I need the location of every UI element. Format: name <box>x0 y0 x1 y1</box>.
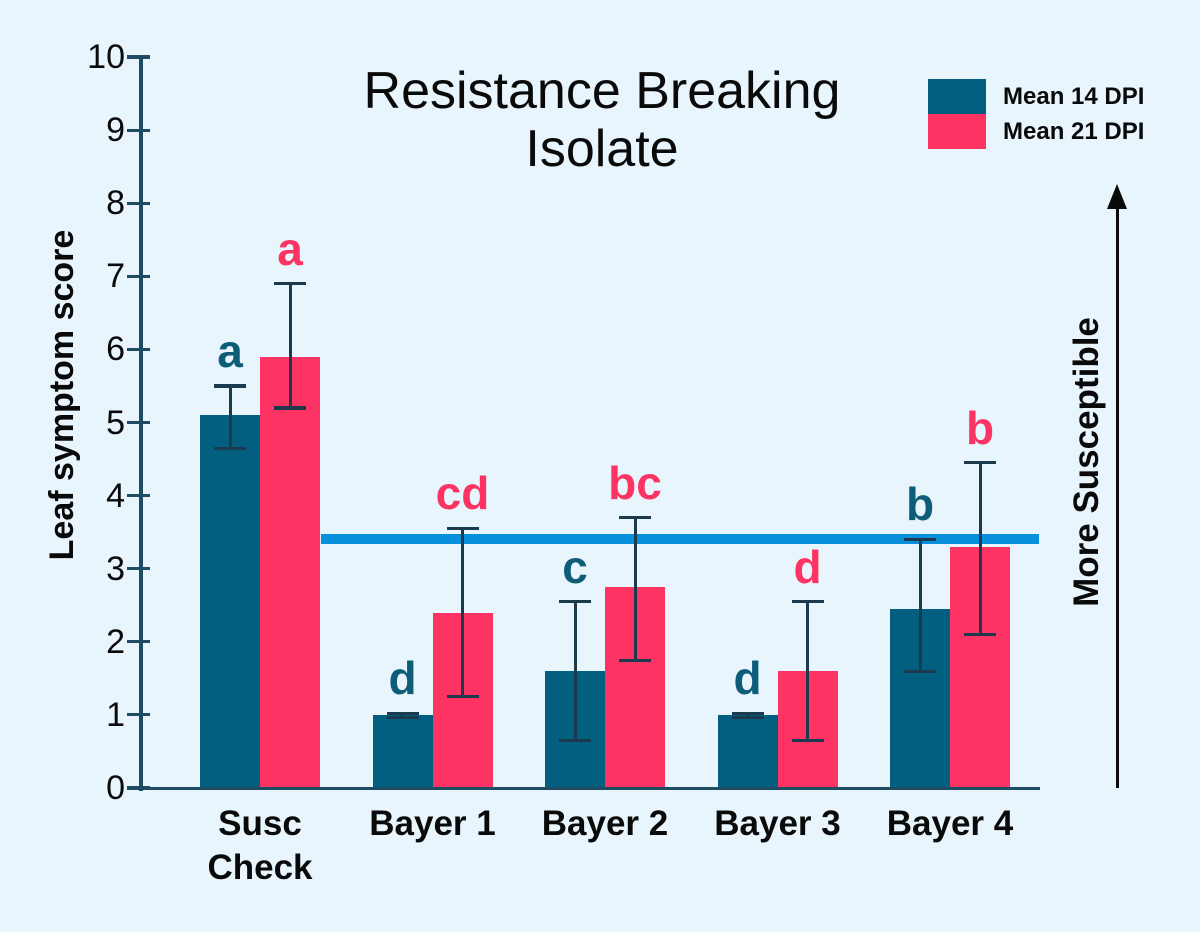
error-bar-line <box>401 713 404 718</box>
error-bar-cap-bottom <box>446 695 479 699</box>
title-line-2: Isolate <box>525 120 679 178</box>
bar-mean-14-dpi-bayer-3 <box>717 714 778 788</box>
y-tick <box>127 420 150 425</box>
significance-letter: d <box>733 652 762 705</box>
bar-mean-21-dpi-susc-check <box>260 356 320 788</box>
legend-row-mean-21-dpi: Mean 21 DPI <box>928 114 1144 149</box>
error-bar-cap-bottom <box>619 658 651 662</box>
error-bar-cap-top <box>446 526 479 531</box>
legend-swatch-mean-14-dpi-icon <box>928 79 986 114</box>
error-bar-cap-bottom <box>904 669 936 673</box>
significance-letter: a <box>217 324 243 377</box>
significance-letter: d <box>793 540 822 593</box>
significance-letter: d <box>388 652 417 705</box>
error-bar-cap-top <box>619 516 651 520</box>
significance-letter: a <box>277 222 303 275</box>
y-tick-label: 6 <box>106 330 125 369</box>
error-bar-cap-top <box>559 600 591 604</box>
bar-mean-14-dpi-susc-check <box>200 415 260 788</box>
title-line-1: Resistance Breaking <box>363 62 841 120</box>
legend-label-mean-21-dpi: Mean 21 DPI <box>1003 117 1145 145</box>
error-bar-cap-bottom <box>559 738 591 743</box>
significance-letter: bc <box>608 456 662 509</box>
y-tick-label: 0 <box>106 769 125 807</box>
y-tick <box>127 274 150 278</box>
y-tick-label: 2 <box>106 622 125 661</box>
x-axis-line <box>139 786 1040 790</box>
y-tick <box>127 201 150 205</box>
legend-swatch-mean-21-dpi-icon <box>928 114 986 149</box>
error-bar-line <box>573 601 577 741</box>
error-bar-line <box>746 713 749 718</box>
x-category-label: Bayer 1 <box>369 804 496 843</box>
error-bar-cap-top <box>964 461 996 465</box>
significance-letter: b <box>905 478 935 531</box>
y-tick <box>127 347 150 351</box>
error-bar-cap-top <box>386 711 419 716</box>
y-tick-label: 5 <box>106 403 125 442</box>
error-bar-cap-bottom <box>274 406 306 410</box>
y-tick-label: 3 <box>106 549 125 588</box>
reference-line <box>321 534 1039 545</box>
error-bar-cap-bottom <box>214 446 246 450</box>
y-tick <box>127 128 150 132</box>
y-tick <box>127 713 150 717</box>
up-arrow-head-icon <box>1107 184 1127 209</box>
y-tick-label: 10 <box>87 38 125 76</box>
up-arrow-shaft <box>1116 206 1119 788</box>
x-category-label: Bayer 4 <box>886 804 1014 843</box>
error-bar-line <box>288 283 292 408</box>
y-tick <box>127 786 150 790</box>
significance-letter: b <box>965 401 995 454</box>
error-bar-cap-bottom <box>731 715 764 719</box>
error-bar-line <box>806 601 809 741</box>
error-bar-line <box>918 539 922 672</box>
error-bar-cap-top <box>731 711 764 716</box>
error-bar-cap-top <box>274 282 306 286</box>
error-bar-cap-top <box>904 537 936 542</box>
x-category-label: Susc Check <box>207 804 313 887</box>
error-bar-cap-bottom <box>791 738 824 743</box>
error-bar-line <box>228 385 232 449</box>
y-tick <box>127 494 150 498</box>
y-tick-label: 9 <box>106 111 125 150</box>
y-tick <box>127 640 150 644</box>
x-category-label: Bayer 3 <box>714 804 841 843</box>
error-bar-cap-top <box>791 600 824 604</box>
y-tick-label: 1 <box>106 695 125 734</box>
y-tick-label: 7 <box>106 257 125 296</box>
error-bar-line <box>461 528 464 697</box>
error-bar-line <box>633 517 637 661</box>
more-susceptible-label: More Susceptible <box>1067 317 1106 607</box>
error-bar-cap-bottom <box>386 715 419 719</box>
y-tick-label: 4 <box>106 476 125 515</box>
significance-letter: c <box>562 540 588 593</box>
chart-title: Resistance Breaking Isolate <box>302 62 902 178</box>
bar-mean-14-dpi-bayer-1 <box>372 714 433 788</box>
error-bar-cap-bottom <box>964 632 996 637</box>
legend-row-mean-14-dpi: Mean 14 DPI <box>928 79 1144 114</box>
y-tick <box>127 567 150 571</box>
error-bar-cap-top <box>214 384 246 388</box>
y-tick <box>127 55 150 59</box>
legend-label-mean-14-dpi: Mean 14 DPI <box>1003 82 1145 110</box>
x-category-label: Bayer 2 <box>541 804 669 843</box>
error-bar-line <box>978 462 982 635</box>
legend: Mean 14 DPI Mean 21 DPI <box>928 79 1144 149</box>
significance-letter: cd <box>435 467 490 520</box>
y-tick-label: 8 <box>106 184 125 223</box>
